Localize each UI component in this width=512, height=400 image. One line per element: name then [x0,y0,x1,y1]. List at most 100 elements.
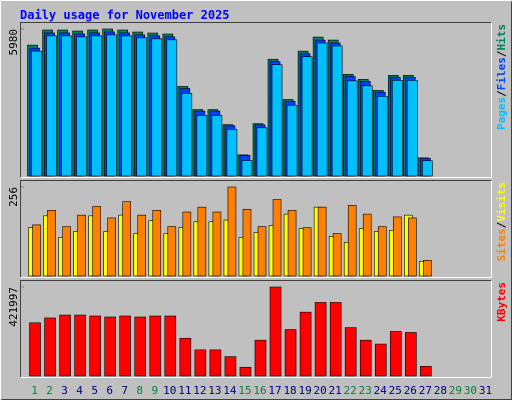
bar [91,35,102,177]
bar [423,260,432,277]
x-tick-label: 13 [208,384,221,397]
panel-border-dark [20,280,492,378]
legend-entry: Hits [495,24,508,51]
bar [136,37,148,177]
bar [74,314,86,377]
bar [209,349,222,377]
chart-title: Daily usage for November 2025 [20,8,230,22]
x-tick-label: 14 [223,384,237,397]
x-tick-label: 15 [238,384,251,397]
bar [194,349,207,377]
bar [149,315,162,377]
bar [316,42,328,177]
bar [152,209,162,277]
bar [166,39,178,177]
bar [287,209,297,277]
bar [302,227,312,277]
x-tick-label: 19 [298,384,311,397]
bar [226,128,238,177]
bar [344,327,357,377]
legend-separator: / [495,90,508,97]
x-tick-label: 25 [389,384,402,397]
bar [196,115,208,177]
bar [47,209,56,277]
bar [301,56,313,177]
bar [254,339,267,377]
bar [106,34,117,177]
bar [332,233,342,277]
x-tick-label: 17 [268,384,281,397]
bar [44,317,56,377]
bar [314,302,327,377]
bar [121,35,133,177]
x-tick-label: 9 [151,384,158,397]
x-tick-label: 24 [374,384,388,397]
bar [329,302,342,377]
x-tick-label: 1 [31,384,38,397]
bar [359,339,372,377]
bar [391,80,403,177]
x-tick-label: 6 [106,384,113,397]
legend-entry: Sites [495,228,508,261]
bar [89,315,101,377]
x-tick-label: 2 [46,384,53,397]
legend-separator: / [495,50,508,57]
legend-entry: KBytes [495,282,508,322]
legend: Sites/Visits [495,182,508,262]
bar [76,36,87,177]
bar [197,206,207,277]
y-tick-label: 256 [7,187,20,207]
x-tick-label: 23 [359,384,372,397]
bar [211,115,223,177]
x-tick-label: 20 [314,384,327,397]
bar [29,322,41,377]
bar [420,366,432,377]
x-tick-label: 5 [91,384,98,397]
x-tick-label: 27 [419,384,432,397]
bar [317,206,327,277]
bar [272,199,282,277]
x-tick-label: 8 [136,384,143,397]
bar [77,214,86,277]
bar [122,201,132,277]
x-tick-label: 22 [344,384,357,397]
bar [151,38,163,177]
bar [408,217,417,277]
bar [241,160,253,177]
bar [62,226,71,277]
panel-border-light [20,22,492,178]
bar [61,35,72,177]
legend-entry: Files [495,57,508,90]
bar [389,331,402,377]
bar [346,80,358,177]
bar [347,205,357,277]
x-tick-label: 18 [283,384,296,397]
x-tick-label: 3 [61,384,68,397]
bar [331,45,343,177]
bar [239,366,252,377]
panel-border-dark [20,22,492,178]
x-tick-label: 11 [178,384,191,397]
bar [376,96,388,177]
bar [299,311,312,377]
bar [361,85,373,177]
bar [284,329,297,377]
legend-entry: Visits [495,182,508,222]
bar [137,214,147,277]
x-tick-label: 29 [449,384,462,397]
bar [362,213,372,277]
panel-border-light [20,280,492,378]
legend: Pages/Files/Hits [495,24,508,130]
bar [257,226,267,277]
bar [377,226,387,277]
bar [374,343,387,377]
bar [392,216,402,277]
x-tick-label: 16 [253,384,266,397]
x-tick-label: 26 [404,384,417,397]
bar [179,337,192,377]
bar [212,211,222,277]
legend: KBytes [495,282,508,322]
x-tick-label: 10 [163,384,176,397]
bar [46,35,57,177]
